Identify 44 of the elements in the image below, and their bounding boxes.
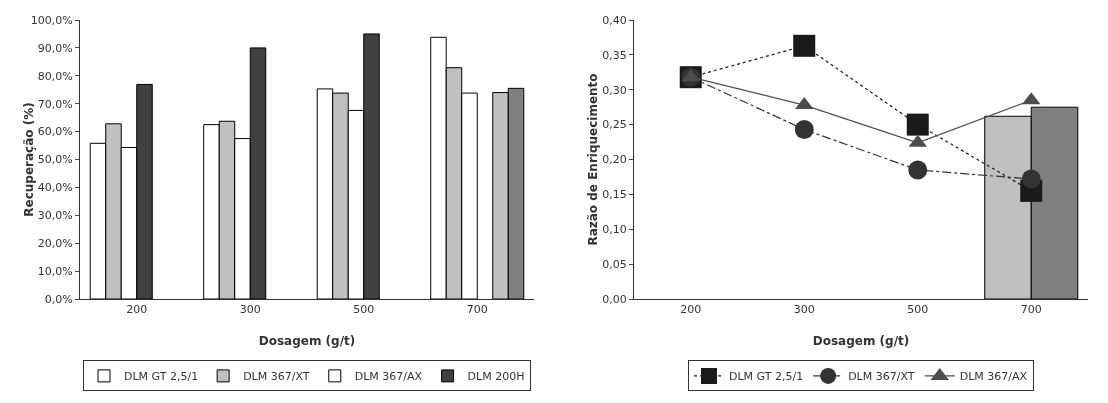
legend-label: DLM 367/AX bbox=[959, 370, 1028, 384]
x-tick-label: 500 bbox=[353, 303, 375, 317]
point bbox=[793, 34, 816, 57]
legend-label: DLM GT 2,5/1 bbox=[124, 370, 199, 384]
x-tick-label: 200 bbox=[680, 303, 702, 317]
y-tick-label: 30,0% bbox=[37, 209, 73, 223]
x-axis-title: Dosagem (g/t) bbox=[258, 334, 356, 348]
y-tick-label: 0,10 bbox=[602, 223, 627, 237]
y-tick-label: 20,0% bbox=[37, 237, 73, 251]
y-tick-label: 0,20 bbox=[602, 153, 627, 167]
y-tick-label: 60,0% bbox=[37, 125, 73, 139]
x-tick-label: 500 bbox=[907, 303, 929, 317]
x-tick-label: 200 bbox=[126, 303, 148, 317]
y-tick-label: 0,30 bbox=[602, 83, 627, 97]
y-tick-label: 80,0% bbox=[37, 69, 73, 83]
y-tick-label: 100,0% bbox=[30, 13, 73, 27]
point bbox=[794, 120, 814, 139]
legend-label: DLM GT 2,5/1 bbox=[729, 370, 804, 384]
y-axis-title: Recuperação (%) bbox=[21, 102, 36, 217]
y-axis-title: Razão de Enriquecimento bbox=[586, 73, 601, 246]
y-tick-label: 40,0% bbox=[37, 181, 73, 195]
y-tick-label: 0,0% bbox=[44, 292, 73, 306]
y-tick-label: 10,0% bbox=[37, 264, 73, 278]
y-tick-label: 50,0% bbox=[37, 153, 73, 167]
y-tick-label: 0,40 bbox=[602, 13, 627, 27]
y-tick-label: 70,0% bbox=[37, 97, 73, 111]
y-tick-label: 0,25 bbox=[602, 118, 627, 132]
point bbox=[1021, 169, 1041, 189]
x-tick-label: 700 bbox=[1020, 303, 1042, 317]
y-tick-label: 90,0% bbox=[37, 41, 73, 55]
legend-label: DLM 367/XT bbox=[243, 370, 310, 384]
point bbox=[908, 160, 928, 180]
legend-label: DLM 367/AX bbox=[354, 370, 423, 384]
y-tick-label: 0,35 bbox=[602, 48, 627, 62]
y-tick-label: 0,15 bbox=[602, 188, 627, 202]
x-tick-label: 300 bbox=[793, 303, 815, 317]
point bbox=[906, 113, 929, 136]
legend-label: DLM 367/XT bbox=[848, 370, 915, 384]
x-tick-label: 700 bbox=[466, 303, 488, 317]
y-tick-label: 0,00 bbox=[602, 292, 627, 306]
y-tick-label: 0,05 bbox=[602, 257, 627, 271]
x-axis-title: Dosagem (g/t) bbox=[812, 334, 910, 348]
legend-label: DLM 200H bbox=[467, 370, 525, 384]
x-tick-label: 300 bbox=[239, 303, 261, 317]
